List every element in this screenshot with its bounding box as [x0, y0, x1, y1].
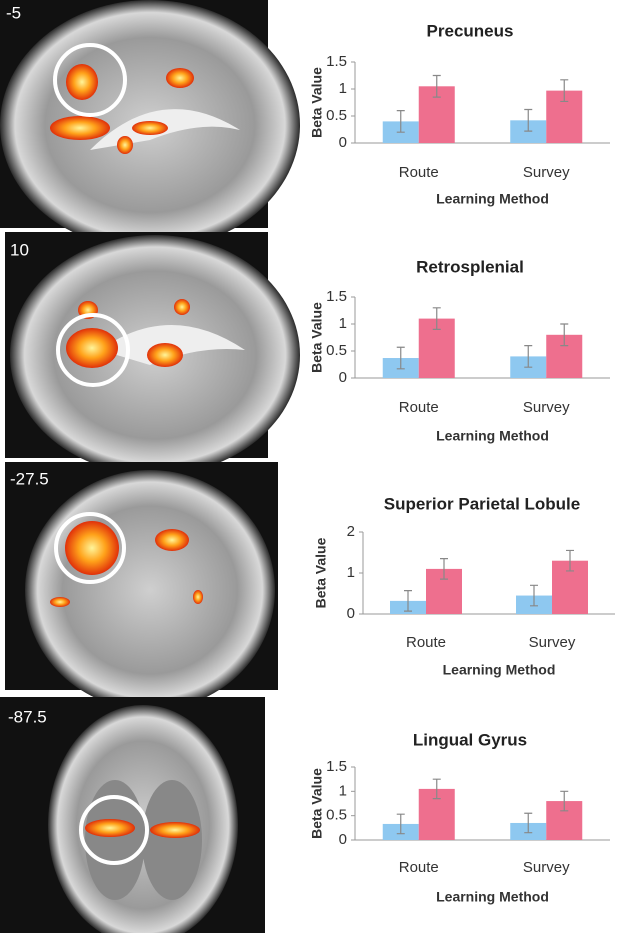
- y-tick-label: 1: [339, 782, 347, 799]
- x-tick-label: Route: [399, 164, 439, 181]
- brain-image: -5: [0, 0, 300, 250]
- brain-image: 10: [5, 232, 300, 475]
- y-tick-label: 0: [339, 831, 347, 848]
- y-tick-label: 1.5: [326, 288, 347, 305]
- chart-title: Superior Parietal Lobule: [384, 494, 581, 513]
- y-tick-label: 0.5: [326, 342, 347, 359]
- y-axis-label: Beta Value: [309, 302, 325, 373]
- y-tick-label: 0.5: [326, 107, 347, 124]
- chart-title: Retrosplenial: [416, 257, 524, 276]
- y-tick-label: 1.5: [326, 53, 347, 70]
- y-tick-label: 1: [339, 315, 347, 332]
- brain-image: -87.5: [0, 697, 265, 933]
- x-tick-label: Survey: [523, 859, 570, 876]
- chart-title: Lingual Gyrus: [413, 730, 527, 749]
- y-tick-label: 1: [339, 80, 347, 97]
- y-axis-label: Beta Value: [313, 537, 329, 608]
- y-tick-label: 0: [347, 605, 355, 622]
- y-tick-label: 1.5: [326, 758, 347, 775]
- figure: -5 10 -27.5 -87.5 PrecuneusBeta ValueLea…: [0, 0, 625, 933]
- y-axis-label: Beta Value: [309, 67, 325, 138]
- x-axis-label: Learning Method: [443, 662, 556, 678]
- y-tick-label: 0: [339, 369, 347, 386]
- x-axis-label: Learning Method: [436, 889, 549, 905]
- brain-image: -27.5: [5, 462, 278, 710]
- y-tick-label: 0.5: [326, 807, 347, 824]
- x-tick-label: Survey: [523, 399, 570, 416]
- x-axis-label: Learning Method: [436, 191, 549, 207]
- x-tick-label: Route: [406, 634, 446, 651]
- x-tick-label: Route: [399, 399, 439, 416]
- slice-label: 10: [10, 240, 29, 259]
- x-tick-label: Survey: [529, 634, 576, 651]
- y-tick-label: 1: [347, 564, 355, 581]
- chart-title: Precuneus: [427, 21, 514, 40]
- x-axis-label: Learning Method: [436, 428, 549, 444]
- y-axis-label: Beta Value: [309, 768, 325, 839]
- y-tick-label: 2: [347, 523, 355, 540]
- y-tick-label: 0: [339, 134, 347, 151]
- x-tick-label: Route: [399, 859, 439, 876]
- slice-label: -5: [6, 3, 21, 22]
- slice-label: -87.5: [8, 707, 47, 726]
- x-tick-label: Survey: [523, 164, 570, 181]
- slice-label: -27.5: [10, 469, 49, 488]
